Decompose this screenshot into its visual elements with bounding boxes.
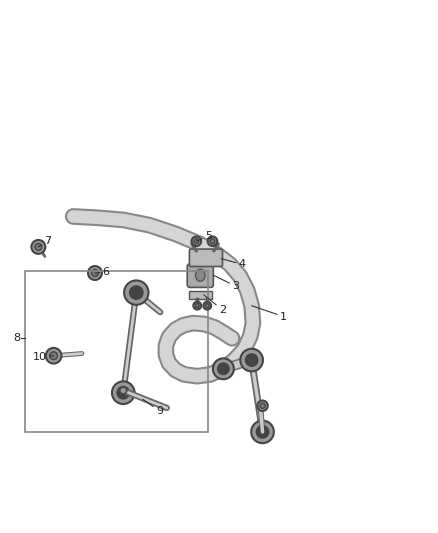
Circle shape bbox=[130, 286, 143, 300]
Circle shape bbox=[213, 358, 234, 379]
Circle shape bbox=[208, 237, 217, 246]
Circle shape bbox=[195, 304, 199, 308]
Text: 6: 6 bbox=[95, 266, 110, 277]
Text: 8: 8 bbox=[14, 333, 21, 343]
Circle shape bbox=[205, 304, 209, 308]
Circle shape bbox=[193, 302, 201, 310]
Bar bbox=[25, 271, 208, 432]
Text: 7: 7 bbox=[39, 236, 51, 247]
Text: 9: 9 bbox=[143, 399, 163, 416]
Circle shape bbox=[191, 237, 201, 246]
Circle shape bbox=[112, 382, 134, 404]
Circle shape bbox=[245, 354, 258, 366]
Circle shape bbox=[256, 426, 269, 438]
Circle shape bbox=[117, 386, 130, 399]
Circle shape bbox=[210, 239, 215, 244]
Text: 5: 5 bbox=[196, 231, 212, 241]
Circle shape bbox=[240, 349, 263, 372]
Text: 4: 4 bbox=[221, 259, 246, 269]
Circle shape bbox=[32, 240, 46, 254]
Circle shape bbox=[194, 239, 199, 244]
Bar bbox=[188, 292, 212, 299]
Circle shape bbox=[120, 387, 127, 394]
Circle shape bbox=[88, 266, 102, 280]
Ellipse shape bbox=[195, 269, 205, 281]
Circle shape bbox=[251, 421, 274, 443]
Circle shape bbox=[92, 270, 99, 277]
Text: 1: 1 bbox=[252, 305, 287, 321]
FancyBboxPatch shape bbox=[187, 264, 213, 287]
Text: 10: 10 bbox=[33, 352, 53, 362]
Text: 2: 2 bbox=[204, 295, 226, 315]
Circle shape bbox=[257, 400, 268, 411]
Circle shape bbox=[203, 302, 211, 310]
Circle shape bbox=[124, 280, 148, 305]
FancyBboxPatch shape bbox=[189, 249, 223, 266]
Circle shape bbox=[46, 348, 61, 364]
Circle shape bbox=[260, 403, 265, 408]
Text: 3: 3 bbox=[213, 275, 239, 291]
Circle shape bbox=[218, 363, 229, 375]
Circle shape bbox=[49, 352, 57, 360]
Circle shape bbox=[35, 244, 42, 251]
